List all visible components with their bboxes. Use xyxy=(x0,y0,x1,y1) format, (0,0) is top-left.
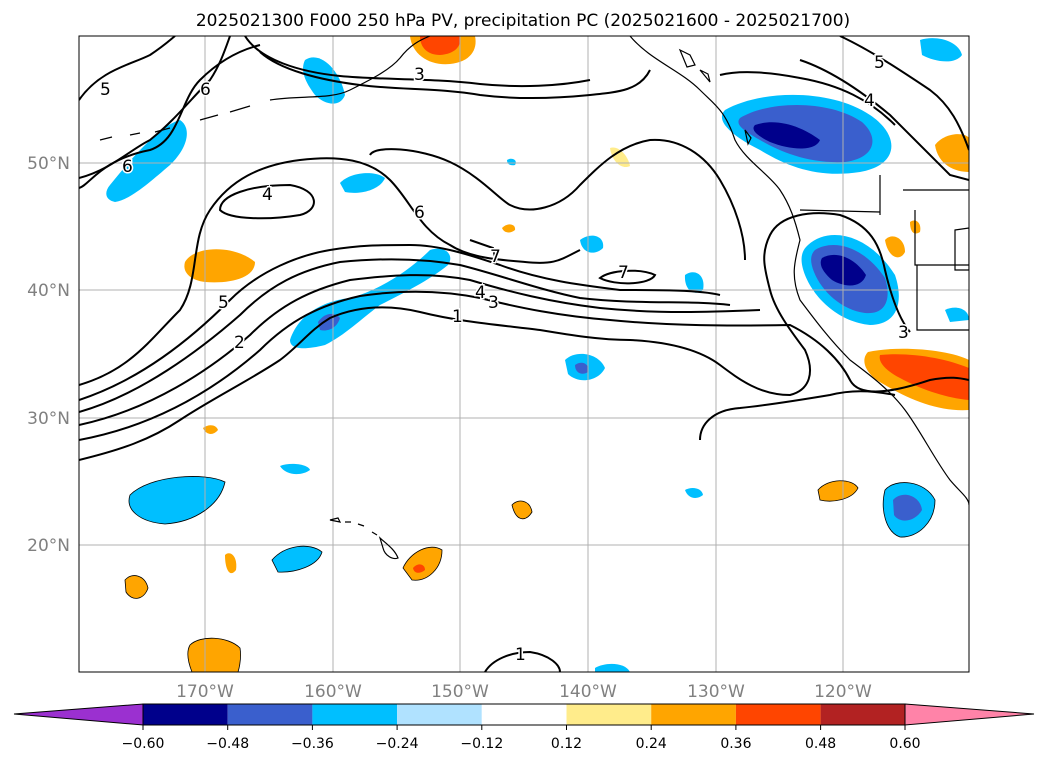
pv-contours xyxy=(79,36,969,672)
contour-label: 7 xyxy=(618,263,629,283)
contour-label: 5 xyxy=(100,80,111,100)
contour-label: 4 xyxy=(475,283,486,303)
colorbar-extend-min xyxy=(13,703,144,726)
colorbar-segment xyxy=(227,704,313,725)
contour-label: 4 xyxy=(262,185,273,205)
colorbar-tick-label: 0.48 xyxy=(805,736,836,752)
contour-label: 5 xyxy=(874,53,885,73)
contour-label: 3 xyxy=(414,65,425,85)
colorbar-tick-label: −0.48 xyxy=(206,736,249,752)
colorbar-tick-label: −0.36 xyxy=(291,736,334,752)
contour-line xyxy=(79,44,261,189)
lat-axis: 50°N 40°N 30°N 20°N xyxy=(27,154,70,556)
contour-line xyxy=(719,71,896,126)
map-frame xyxy=(78,35,970,673)
colorbar-segment xyxy=(735,704,821,725)
colorbar-tick-label: 0.24 xyxy=(636,736,667,752)
contour-line xyxy=(79,36,231,179)
contour-labels: 5 6 6 4 6 7 7 4 3 1 5 2 5 4 3 1 3 xyxy=(99,52,911,667)
contour-label: 6 xyxy=(200,80,211,100)
contour-line xyxy=(699,390,896,441)
colorbar-tick-label: −0.24 xyxy=(376,736,419,752)
lat-label: 40°N xyxy=(27,281,70,301)
lon-label: 150°W xyxy=(431,682,489,702)
colorbar-extend-max xyxy=(904,703,1035,726)
colorbar-segment xyxy=(481,704,567,725)
lon-label: 130°W xyxy=(687,682,745,702)
coastlines xyxy=(99,36,969,560)
colorbar-segment xyxy=(566,704,652,725)
lon-label: 170°W xyxy=(176,682,234,702)
contour-line xyxy=(79,258,731,413)
colorbar-tick-label: 0.12 xyxy=(551,736,582,752)
contour-label: 3 xyxy=(898,323,909,343)
contour-line xyxy=(218,183,315,220)
precip-anomaly-fill xyxy=(106,36,969,672)
lat-label: 30°N xyxy=(27,409,70,429)
graticule xyxy=(79,36,969,672)
lat-label: 50°N xyxy=(27,154,70,174)
contour-line xyxy=(79,36,176,101)
contour-line xyxy=(79,243,721,401)
contour-label: 5 xyxy=(218,293,229,313)
contour-label: 7 xyxy=(490,247,501,267)
precip-region-jet xyxy=(290,248,451,349)
lon-axis: 170°W 160°W 150°W 140°W 130°W 120°W xyxy=(176,682,872,702)
contour-label: 4 xyxy=(864,91,875,111)
colorbar-segment xyxy=(397,704,482,725)
chart-title: 2025021300 F000 250 hPa PV, precipitatio… xyxy=(196,11,850,31)
colorbar-tick-label: −0.60 xyxy=(122,736,165,752)
lon-label: 160°W xyxy=(304,682,362,702)
lat-label: 20°N xyxy=(27,536,70,556)
precip-anomaly-outlines xyxy=(124,476,936,672)
contour-line xyxy=(598,269,657,285)
contour-line xyxy=(799,59,969,181)
colorbar-segment xyxy=(651,704,736,725)
contour-line xyxy=(259,51,651,100)
contour-label: 2 xyxy=(234,333,245,353)
colorbar: −0.60 −0.48 −0.36 −0.24 −0.12 0.12 0.24 … xyxy=(13,703,1035,752)
colorbar-segment xyxy=(820,704,906,725)
colorbar-tick-label: 0.60 xyxy=(889,736,920,752)
contour-label: 6 xyxy=(122,157,133,177)
colorbar-segment xyxy=(312,704,398,725)
contour-line xyxy=(79,157,581,386)
colorbar-tick-label: −0.12 xyxy=(460,736,503,752)
contour-line xyxy=(469,239,497,263)
contour-line xyxy=(79,212,911,461)
colorbar-tick-label: 0.36 xyxy=(720,736,751,752)
contour-label: 1 xyxy=(515,645,526,665)
contour-label: 1 xyxy=(452,307,463,327)
colorbar-segment xyxy=(143,704,228,725)
contour-line xyxy=(484,650,561,672)
lon-label: 120°W xyxy=(814,682,872,702)
contour-line xyxy=(79,274,761,426)
contour-label: 3 xyxy=(488,293,499,313)
contour-label: 6 xyxy=(414,203,425,223)
contour-line xyxy=(369,138,746,261)
contour-line xyxy=(839,36,969,151)
lon-label: 140°W xyxy=(559,682,617,702)
contour-line xyxy=(244,36,591,88)
